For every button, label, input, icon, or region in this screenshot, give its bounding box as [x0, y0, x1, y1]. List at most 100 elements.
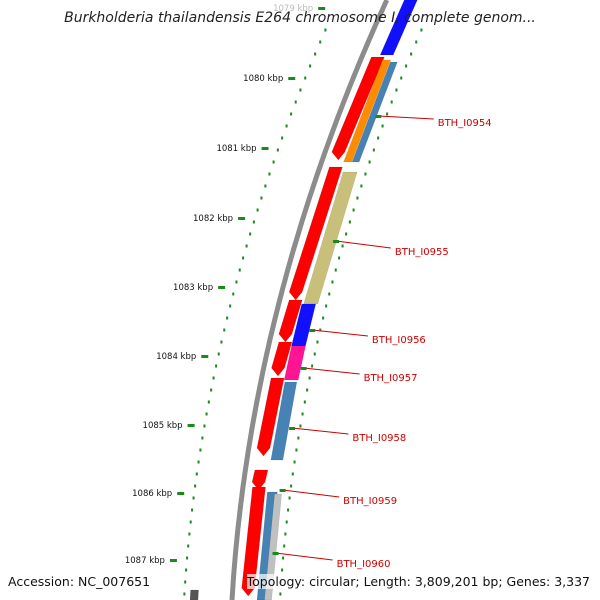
- scale-dot: [201, 436, 204, 440]
- outer-dot: [322, 316, 325, 320]
- label-leader-line: [275, 552, 333, 561]
- outer-dot: [352, 208, 355, 212]
- steelblue-block: [351, 61, 398, 163]
- label-leader-line: [303, 367, 360, 375]
- outer-dot: [290, 484, 293, 488]
- label-leader-line: [312, 329, 368, 337]
- kbp-label: 1080 kbp: [243, 74, 283, 84]
- kbp-tick: [238, 217, 246, 220]
- scale-dot: [184, 580, 187, 584]
- scale-dot: [192, 496, 195, 500]
- scale-dot: [309, 64, 312, 68]
- scale-dot: [205, 412, 208, 416]
- outer-dot: [377, 136, 380, 140]
- outer-dot: [301, 412, 304, 416]
- genome-stats-text: Topology: circular; Length: 3,809,201 bp…: [246, 574, 590, 589]
- scale-dot: [242, 256, 245, 260]
- scale-dot: [188, 532, 191, 536]
- gene-label: BTH_I0956: [372, 335, 426, 346]
- scale-dot: [210, 388, 213, 392]
- outer-dot: [338, 256, 341, 260]
- outer-dot: [291, 472, 294, 476]
- gene-label: BTH_I0954: [438, 118, 492, 129]
- gene-label: BTH_I0960: [337, 559, 391, 570]
- kbp-label: 1086 kbp: [132, 489, 172, 499]
- outer-dot: [293, 460, 296, 464]
- scale-dot: [238, 268, 241, 272]
- kbp-tick: [318, 7, 326, 10]
- outer-dot: [319, 328, 322, 332]
- scale-dot: [256, 208, 259, 212]
- outer-dot: [356, 196, 359, 200]
- outer-dot: [395, 88, 398, 92]
- gene-tick: [300, 367, 307, 370]
- outer-dot: [282, 556, 285, 560]
- label-leader-line: [282, 489, 340, 498]
- gene-tick: [272, 552, 279, 555]
- outer-dot: [368, 160, 371, 164]
- outer-dot: [405, 64, 408, 68]
- outer-dot: [299, 424, 302, 428]
- outer-dot: [360, 184, 363, 188]
- outer-dot: [334, 268, 337, 272]
- cds-arrow: [251, 469, 269, 491]
- scale-dot: [232, 292, 235, 296]
- scale-dot: [195, 472, 198, 476]
- scale-dot: [215, 364, 218, 368]
- gene-tick: [289, 427, 296, 430]
- outer-dot: [308, 376, 311, 380]
- kbp-label: 1087 kbp: [125, 556, 165, 566]
- outer-dot: [328, 292, 331, 296]
- outer-dot: [410, 52, 413, 56]
- gene-tick: [375, 115, 382, 118]
- outer-dot: [284, 532, 287, 536]
- kbp-label: 1083 kbp: [173, 283, 213, 293]
- scale-dot: [260, 196, 263, 200]
- scale-dot: [199, 448, 202, 452]
- outer-dot: [341, 244, 344, 248]
- outer-dot: [420, 28, 423, 32]
- cds-arrow: [241, 486, 266, 597]
- scale-dot: [268, 172, 271, 176]
- kbp-label: 1085 kbp: [143, 421, 183, 431]
- scale-dot: [226, 316, 229, 320]
- label-leader-line: [336, 240, 391, 249]
- scale-dot: [264, 184, 267, 188]
- outer-dot: [325, 304, 328, 308]
- scale-dot: [319, 40, 322, 44]
- kbp-tick: [261, 147, 269, 150]
- outer-dot: [348, 220, 351, 224]
- outer-dot: [306, 388, 309, 392]
- outer-dot: [297, 436, 300, 440]
- outer-dot: [381, 124, 384, 128]
- kbp-tick: [187, 424, 195, 427]
- outer-dot: [281, 568, 284, 572]
- scale-dot: [276, 148, 279, 152]
- outer-dot: [295, 448, 298, 452]
- outer-dot: [285, 520, 288, 524]
- kbp-label: 1081 kbp: [216, 144, 256, 154]
- scale-dot: [324, 28, 327, 32]
- scale-dot: [290, 112, 293, 116]
- gene-label: BTH_I0958: [352, 433, 406, 444]
- gene-block-top: [379, 0, 418, 56]
- outer-dot: [287, 508, 290, 512]
- scale-dot: [249, 232, 252, 236]
- outer-dot: [400, 76, 403, 80]
- scale-dot: [217, 352, 220, 356]
- scale-dot: [220, 340, 223, 344]
- kbp-tick: [201, 355, 209, 358]
- scale-dot: [207, 400, 210, 404]
- kbp-tick: [177, 492, 185, 495]
- outer-dot: [313, 352, 316, 356]
- scale-dot: [299, 88, 302, 92]
- scale-dot: [197, 460, 200, 464]
- label-leader-line: [378, 115, 434, 120]
- scale-dot: [189, 520, 192, 524]
- outer-dot: [372, 148, 375, 152]
- scale-dot: [191, 508, 194, 512]
- scale-dot: [194, 484, 197, 488]
- accession-text: Accession: NC_007651: [8, 574, 151, 589]
- kbp-tick: [169, 559, 177, 562]
